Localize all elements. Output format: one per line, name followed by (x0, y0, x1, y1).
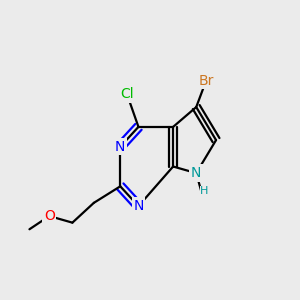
Text: Cl: Cl (120, 87, 134, 101)
Text: Br: Br (199, 74, 214, 88)
Text: N: N (191, 166, 201, 180)
Text: N: N (115, 140, 125, 154)
Text: N: N (133, 199, 144, 213)
Text: H: H (200, 186, 209, 196)
Text: O: O (44, 209, 55, 223)
